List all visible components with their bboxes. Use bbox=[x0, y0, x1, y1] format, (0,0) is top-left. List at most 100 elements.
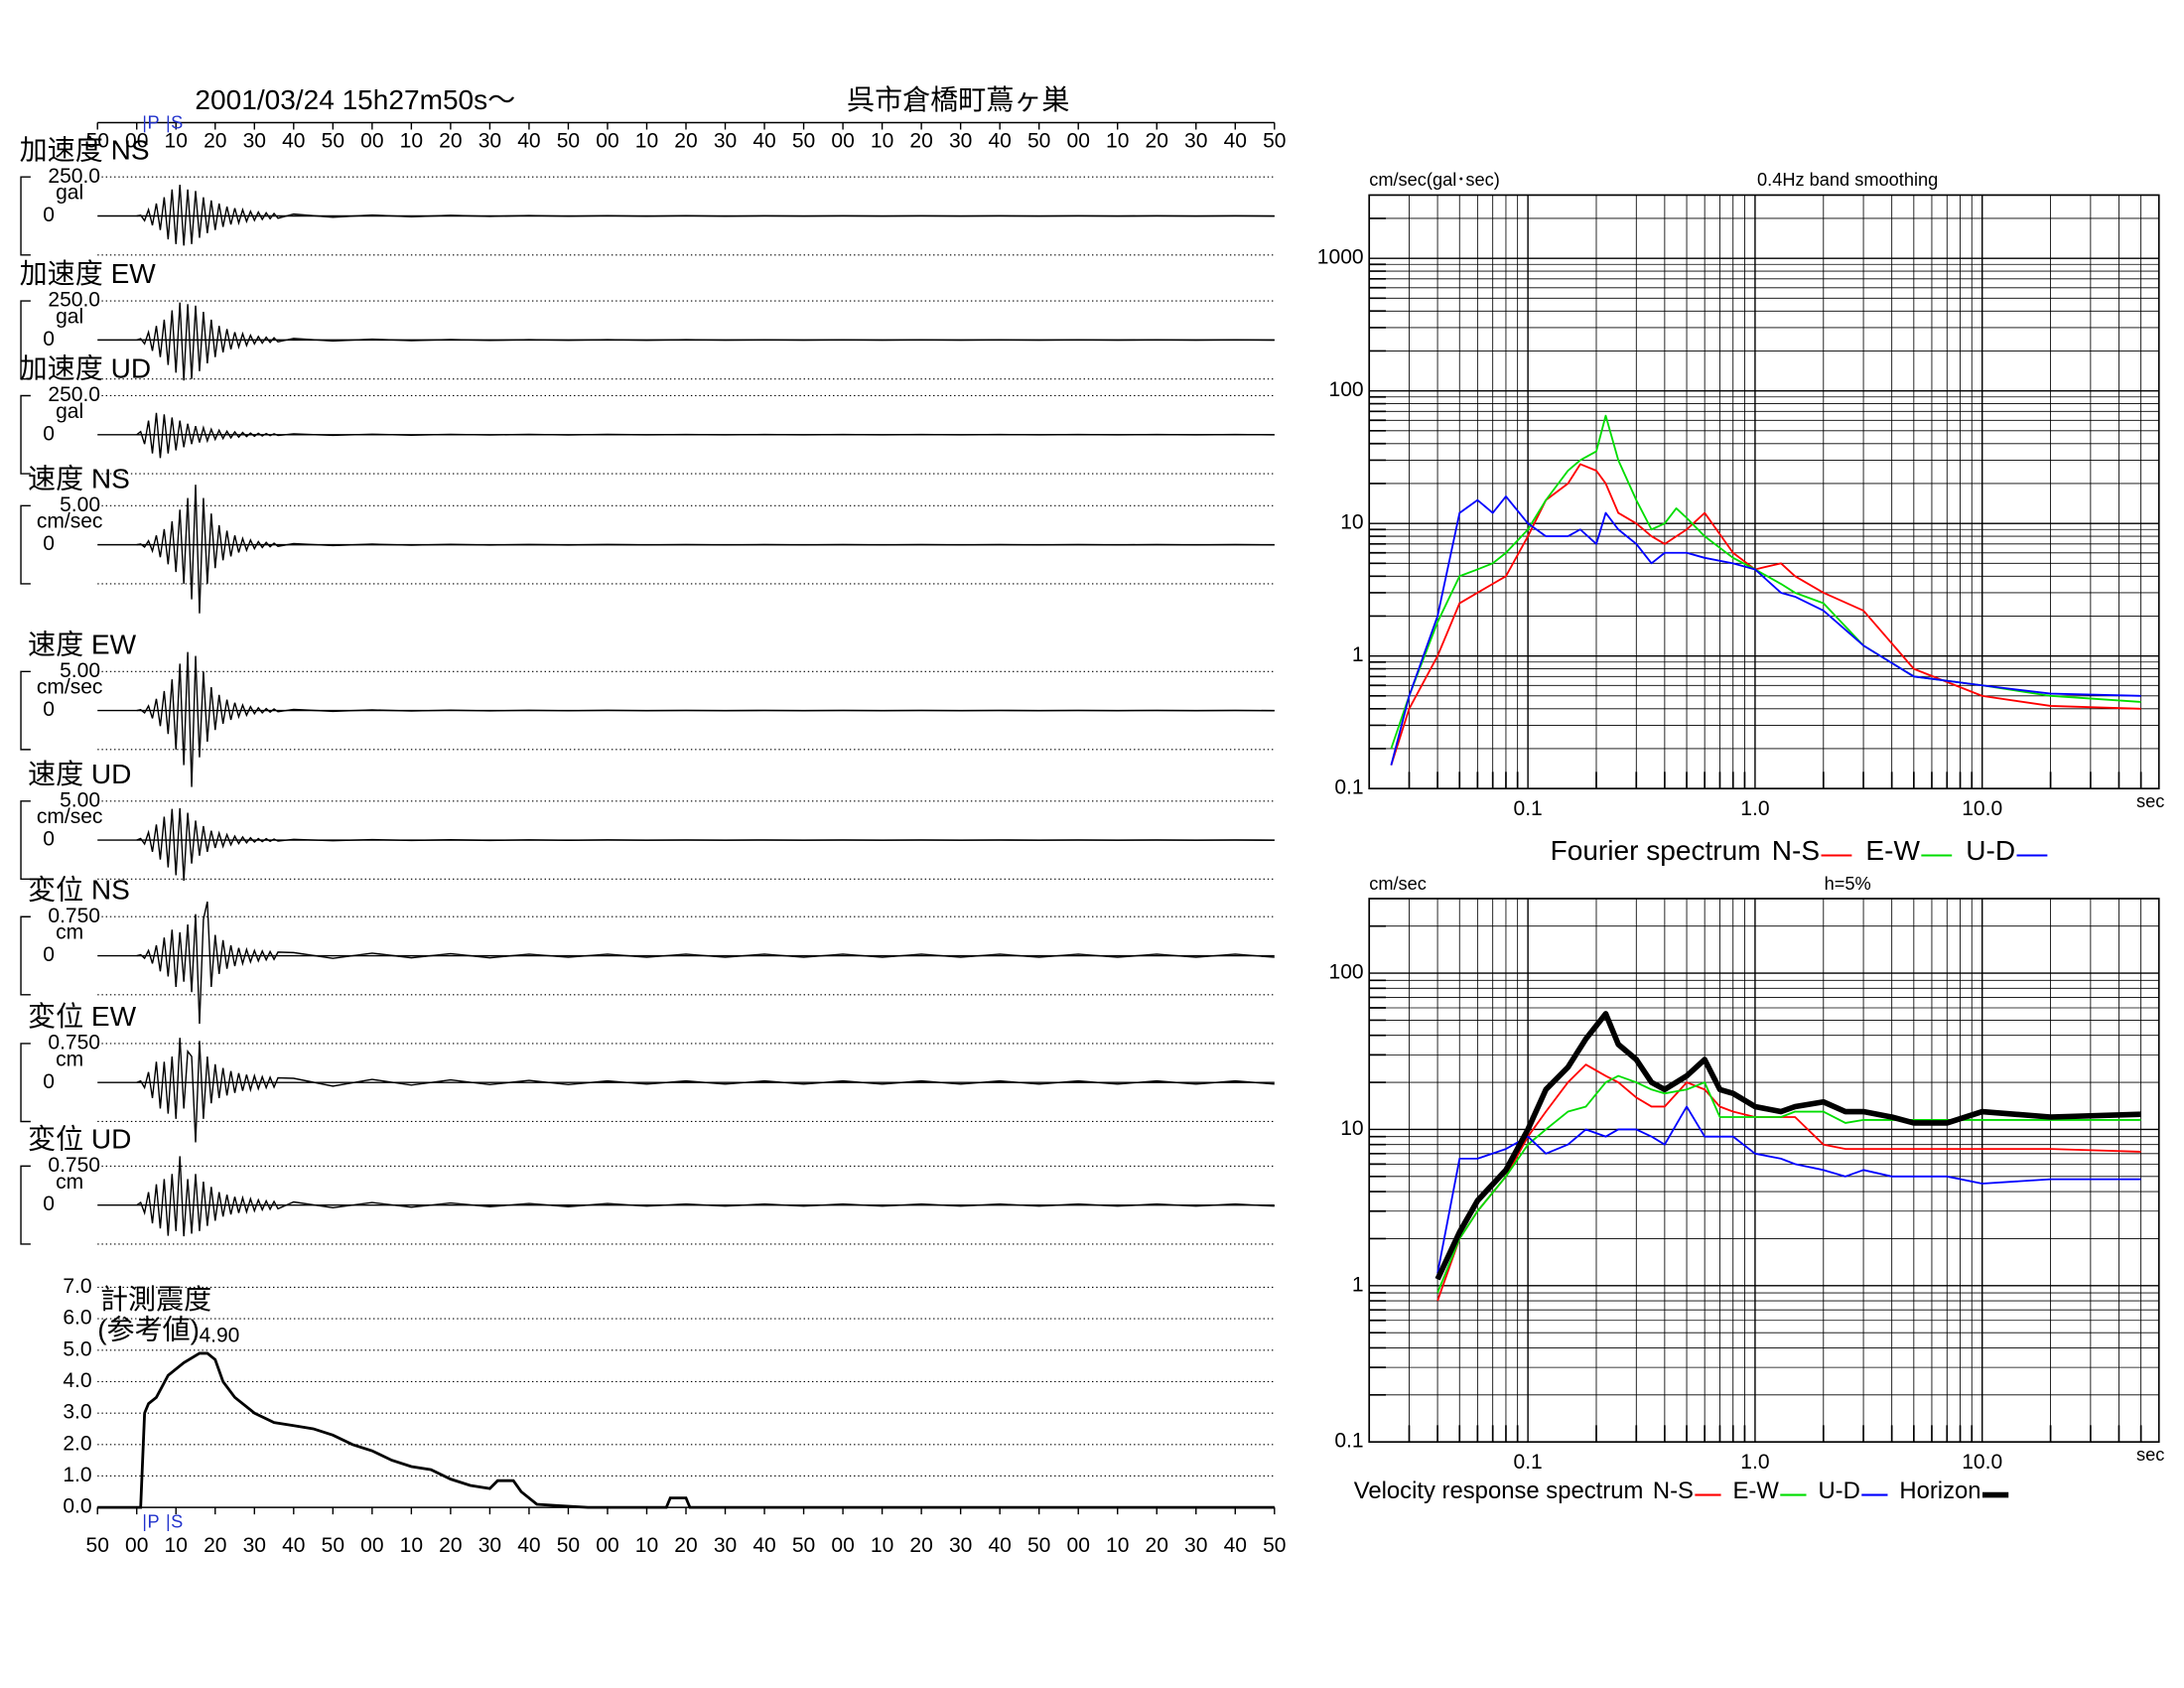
plot-frame bbox=[1368, 194, 2160, 790]
legend-label: U-D bbox=[1966, 835, 2015, 866]
x-tick-label: 10 bbox=[871, 130, 893, 153]
bracket bbox=[20, 394, 31, 475]
x-tick-label: 00 bbox=[360, 1534, 383, 1557]
y-tick-label: 0 bbox=[43, 698, 55, 721]
intensity-line bbox=[97, 1351, 1275, 1509]
chart-title: h=5% bbox=[1825, 873, 1871, 894]
y-tick-label: 100 bbox=[1329, 961, 1364, 984]
legend-title: Fourier spectrum bbox=[1551, 835, 1761, 866]
x-tick-label: 00 bbox=[831, 130, 854, 153]
x-tick-label: 50 bbox=[557, 130, 580, 153]
y-tick-label: 250.0 bbox=[48, 383, 100, 406]
trace-label: 加速度 NS bbox=[20, 134, 150, 165]
waveform bbox=[136, 302, 1275, 381]
x-tick-label: 10 bbox=[635, 1534, 658, 1557]
x-tick-label: 20 bbox=[204, 130, 226, 153]
x-tick-label: 50 bbox=[1263, 130, 1286, 153]
y-tick-label: 6.0 bbox=[63, 1307, 91, 1330]
y-axis-label: cm/sec bbox=[1369, 873, 1427, 894]
x-tick-label: 0.1 bbox=[1514, 1451, 1543, 1474]
y-tick-label: 0.750 bbox=[48, 1154, 100, 1177]
bracket bbox=[20, 1165, 31, 1245]
x-tick-label: 10 bbox=[1106, 130, 1129, 153]
x-tick-label: 40 bbox=[282, 130, 305, 153]
bracket bbox=[20, 1043, 31, 1123]
unit-label: cm/sec bbox=[37, 805, 103, 828]
trace-label: 加速度 EW bbox=[20, 258, 157, 289]
record-title: 2001/03/24 15h27m50s〜 bbox=[195, 84, 515, 115]
unit-label: gal bbox=[56, 182, 83, 205]
x-tick-label: 10 bbox=[1106, 1534, 1129, 1557]
y-tick-label: 2.0 bbox=[63, 1432, 91, 1455]
x-tick-label: 10.0 bbox=[1962, 797, 2002, 820]
x-tick-label: 20 bbox=[674, 130, 697, 153]
x-tick-label: 30 bbox=[949, 1534, 972, 1557]
spectrum-line bbox=[1436, 1105, 2141, 1274]
x-tick-label: 00 bbox=[1067, 130, 1090, 153]
unit-label: cm/sec bbox=[37, 510, 103, 533]
legend-title: Velocity response spectrum bbox=[1354, 1477, 1644, 1504]
y-tick-label: 0 bbox=[43, 422, 55, 445]
x-tick-label: 20 bbox=[439, 1534, 462, 1557]
y-tick-label: 7.0 bbox=[63, 1275, 91, 1298]
trace-label: 速度 EW bbox=[28, 629, 137, 659]
x-tick-label: 30 bbox=[478, 1534, 501, 1557]
spectrum-line bbox=[1390, 463, 2141, 766]
x-tick-label: 1.0 bbox=[1740, 1451, 1769, 1474]
bracket bbox=[20, 176, 31, 256]
chart-title: 0.4Hz band smoothing bbox=[1757, 169, 1938, 190]
waveform bbox=[136, 651, 1275, 787]
spectrum-line bbox=[1390, 494, 2141, 766]
y-tick-label: 5.00 bbox=[60, 659, 100, 682]
bracket bbox=[20, 915, 31, 996]
unit-label: gal bbox=[56, 305, 83, 328]
x-tick-label: 20 bbox=[1146, 1534, 1168, 1557]
y-tick-label: 5.00 bbox=[60, 493, 100, 516]
waveform bbox=[136, 807, 1275, 881]
station-name: 呉市倉橋町蔦ヶ巣 bbox=[847, 84, 1069, 115]
x-tick-label: 50 bbox=[1027, 1534, 1050, 1557]
phase-label: P bbox=[147, 1510, 159, 1531]
x-axis-label: sec bbox=[2136, 790, 2164, 811]
x-tick-label: 40 bbox=[1224, 1534, 1247, 1557]
x-tick-label: 20 bbox=[674, 1534, 697, 1557]
x-tick-label: 00 bbox=[360, 130, 383, 153]
waveform bbox=[136, 485, 1275, 614]
x-tick-label: 30 bbox=[714, 1534, 737, 1557]
x-tick-label: 10 bbox=[635, 130, 658, 153]
y-tick-label: 0 bbox=[43, 532, 55, 555]
unit-label: cm/sec bbox=[37, 676, 103, 699]
x-tick-label: 0.1 bbox=[1514, 797, 1543, 820]
y-tick-label: 0 bbox=[43, 204, 55, 226]
x-tick-label: 30 bbox=[949, 130, 972, 153]
spectrum-line bbox=[1436, 1063, 2141, 1302]
x-tick-label: 20 bbox=[204, 1534, 226, 1557]
spectrum-line bbox=[1390, 414, 2141, 750]
x-tick-label: 40 bbox=[752, 130, 775, 153]
y-tick-label: 0.1 bbox=[1334, 776, 1363, 799]
x-tick-label: 1.0 bbox=[1740, 797, 1769, 820]
y-tick-label: 250.0 bbox=[48, 289, 100, 312]
y-axis-label: cm/sec(gal･sec) bbox=[1369, 169, 1500, 190]
y-tick-label: 0.0 bbox=[63, 1495, 91, 1518]
waveform bbox=[136, 901, 1275, 1025]
legend-label: E-W bbox=[1865, 835, 1920, 866]
trace-label: 速度 NS bbox=[28, 463, 130, 493]
x-tick-label: 50 bbox=[557, 1534, 580, 1557]
unit-label: cm bbox=[56, 1171, 83, 1194]
unit-label: cm bbox=[56, 921, 83, 944]
x-tick-label: 40 bbox=[517, 1534, 540, 1557]
x-tick-label: 30 bbox=[714, 130, 737, 153]
x-tick-label: 40 bbox=[1224, 130, 1247, 153]
plot-frame bbox=[1368, 898, 2160, 1444]
bracket bbox=[20, 800, 31, 881]
x-tick-label: 20 bbox=[1146, 130, 1168, 153]
y-tick-label: 0 bbox=[43, 828, 55, 851]
legend-label: N-S bbox=[1653, 1477, 1694, 1504]
x-tick-label: 00 bbox=[831, 1534, 854, 1557]
panel-title: 計測震度 bbox=[100, 1284, 211, 1315]
legend-label: N-S bbox=[1772, 835, 1820, 866]
x-tick-label: 00 bbox=[1067, 1534, 1090, 1557]
y-tick-label: 250.0 bbox=[48, 165, 100, 188]
spectrum-line bbox=[1434, 1011, 2141, 1281]
